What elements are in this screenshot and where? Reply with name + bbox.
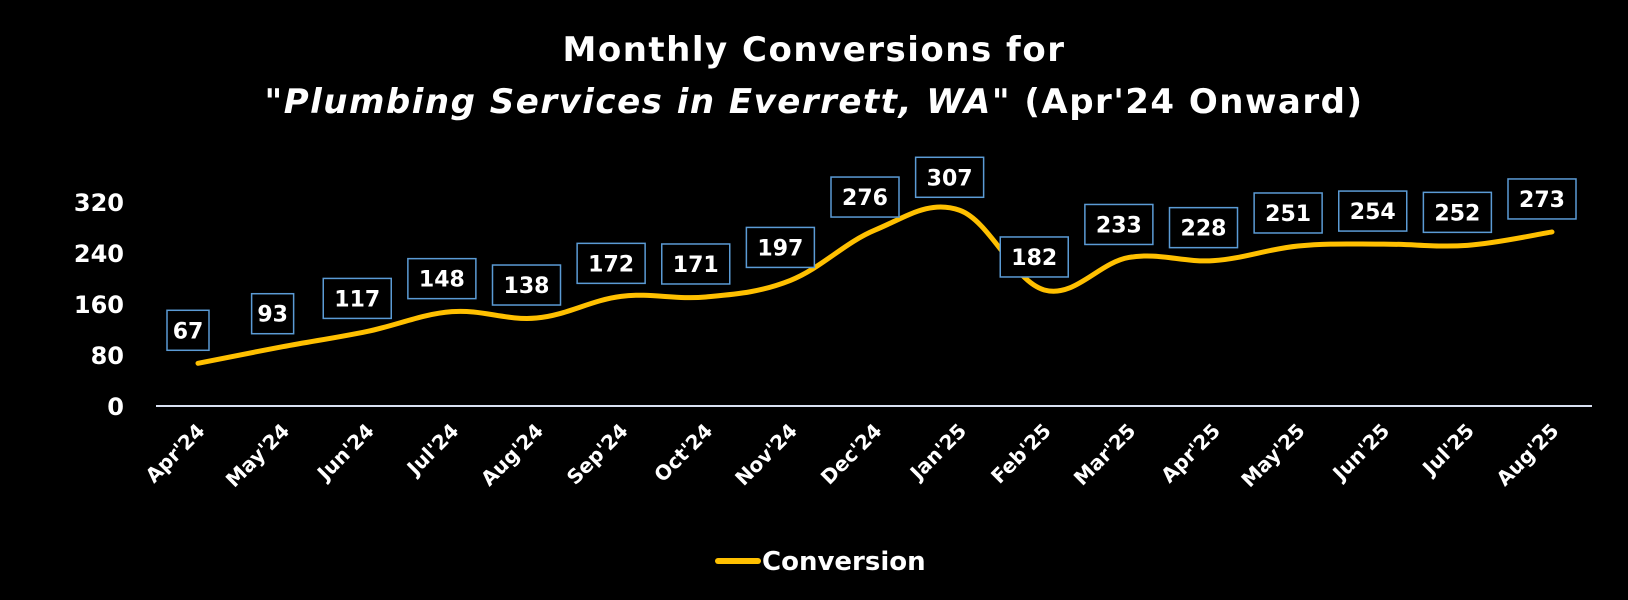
x-tick-label: Jan'25: [904, 419, 971, 486]
x-tick-label: May'25: [1236, 419, 1309, 492]
x-tick-label: Sep'24: [562, 419, 633, 490]
data-label: 67: [173, 319, 204, 344]
x-tick-label: Oct'24: [649, 419, 717, 487]
data-label-box: [1338, 190, 1408, 232]
chart-subtitle-rest: (Apr'24 Onward): [1011, 82, 1364, 122]
legend-label-conversion: Conversion: [762, 547, 926, 577]
data-label: 233: [1096, 213, 1142, 238]
data-label-box: [1253, 192, 1323, 234]
x-tick-label: Apr'25: [1156, 419, 1225, 488]
data-label-box: [250, 292, 295, 335]
x-tick-label: Jun'25: [1326, 419, 1394, 487]
y-tick-label: 320: [74, 189, 124, 217]
data-label-box: [1168, 206, 1239, 249]
y-axis: 0 80 160 240 320: [74, 189, 124, 421]
data-label: 228: [1181, 217, 1227, 242]
data-label-box: [830, 176, 900, 218]
data-label-box: [914, 156, 985, 199]
y-tick-label: 240: [74, 240, 124, 268]
chart-title: Monthly Conversions for: [562, 30, 1066, 70]
data-label-box: [322, 277, 392, 320]
data-label-box: [166, 309, 210, 352]
data-label: 197: [757, 236, 803, 261]
x-tick-label: Jun'24: [311, 419, 379, 487]
x-tick-label: Aug'24: [476, 419, 548, 491]
chart-subtitle: "Plumbing Services in Everrett, WA" (Apr…: [0, 82, 1628, 122]
x-tick-label: Dec'24: [816, 419, 887, 490]
data-label-box: [1422, 191, 1493, 234]
x-tick-label: Feb'25: [986, 419, 1056, 489]
data-label: 171: [673, 253, 719, 278]
x-tick-label: May'24: [221, 419, 294, 492]
x-tick-label: Jul'25: [1416, 419, 1479, 482]
data-label-box: [1084, 203, 1154, 246]
y-tick-label: 160: [74, 291, 124, 319]
series-line-conversion: [195, 204, 1555, 366]
data-label-box: [407, 257, 477, 300]
x-tick-label: Nov'24: [730, 419, 802, 491]
data-label: 251: [1265, 202, 1311, 227]
y-tick-label: 0: [107, 393, 124, 421]
data-label: 117: [334, 287, 380, 312]
chart-subtitle-italic: "Plumbing Services in Everrett, WA": [264, 82, 1012, 122]
data-label: 252: [1434, 201, 1480, 226]
x-tick-label: Jul'24: [401, 419, 464, 482]
y-tick-label: 80: [91, 342, 124, 370]
data-labels: 67 93 117 148 138 172 171 197 276 307 182 233 228 251…: [166, 156, 1577, 352]
data-label: 254: [1350, 200, 1396, 225]
data-label-box: [576, 242, 646, 285]
data-label-box: [745, 226, 816, 269]
data-label-box: [491, 264, 562, 306]
x-axis: Apr'24 May'24 Jun'24 Jul'24 Aug'24 Sep'24 Oct'…: [141, 419, 1564, 492]
data-label: 93: [257, 303, 288, 328]
data-label-box: [999, 236, 1069, 278]
data-label-box: [661, 243, 731, 285]
x-tick-label: Mar'25: [1069, 419, 1141, 491]
data-label: 182: [1011, 246, 1057, 271]
data-label: 138: [504, 274, 550, 299]
x-tick-label: Apr'24: [141, 419, 210, 488]
data-label-box: [1507, 178, 1577, 220]
data-label: 276: [842, 186, 888, 211]
x-tick-label: Aug'25: [1491, 419, 1563, 491]
data-label: 273: [1519, 188, 1565, 213]
legend: Conversion: [715, 547, 926, 577]
data-label: 148: [419, 268, 465, 293]
data-label: 307: [927, 166, 973, 191]
data-label: 172: [588, 252, 634, 277]
